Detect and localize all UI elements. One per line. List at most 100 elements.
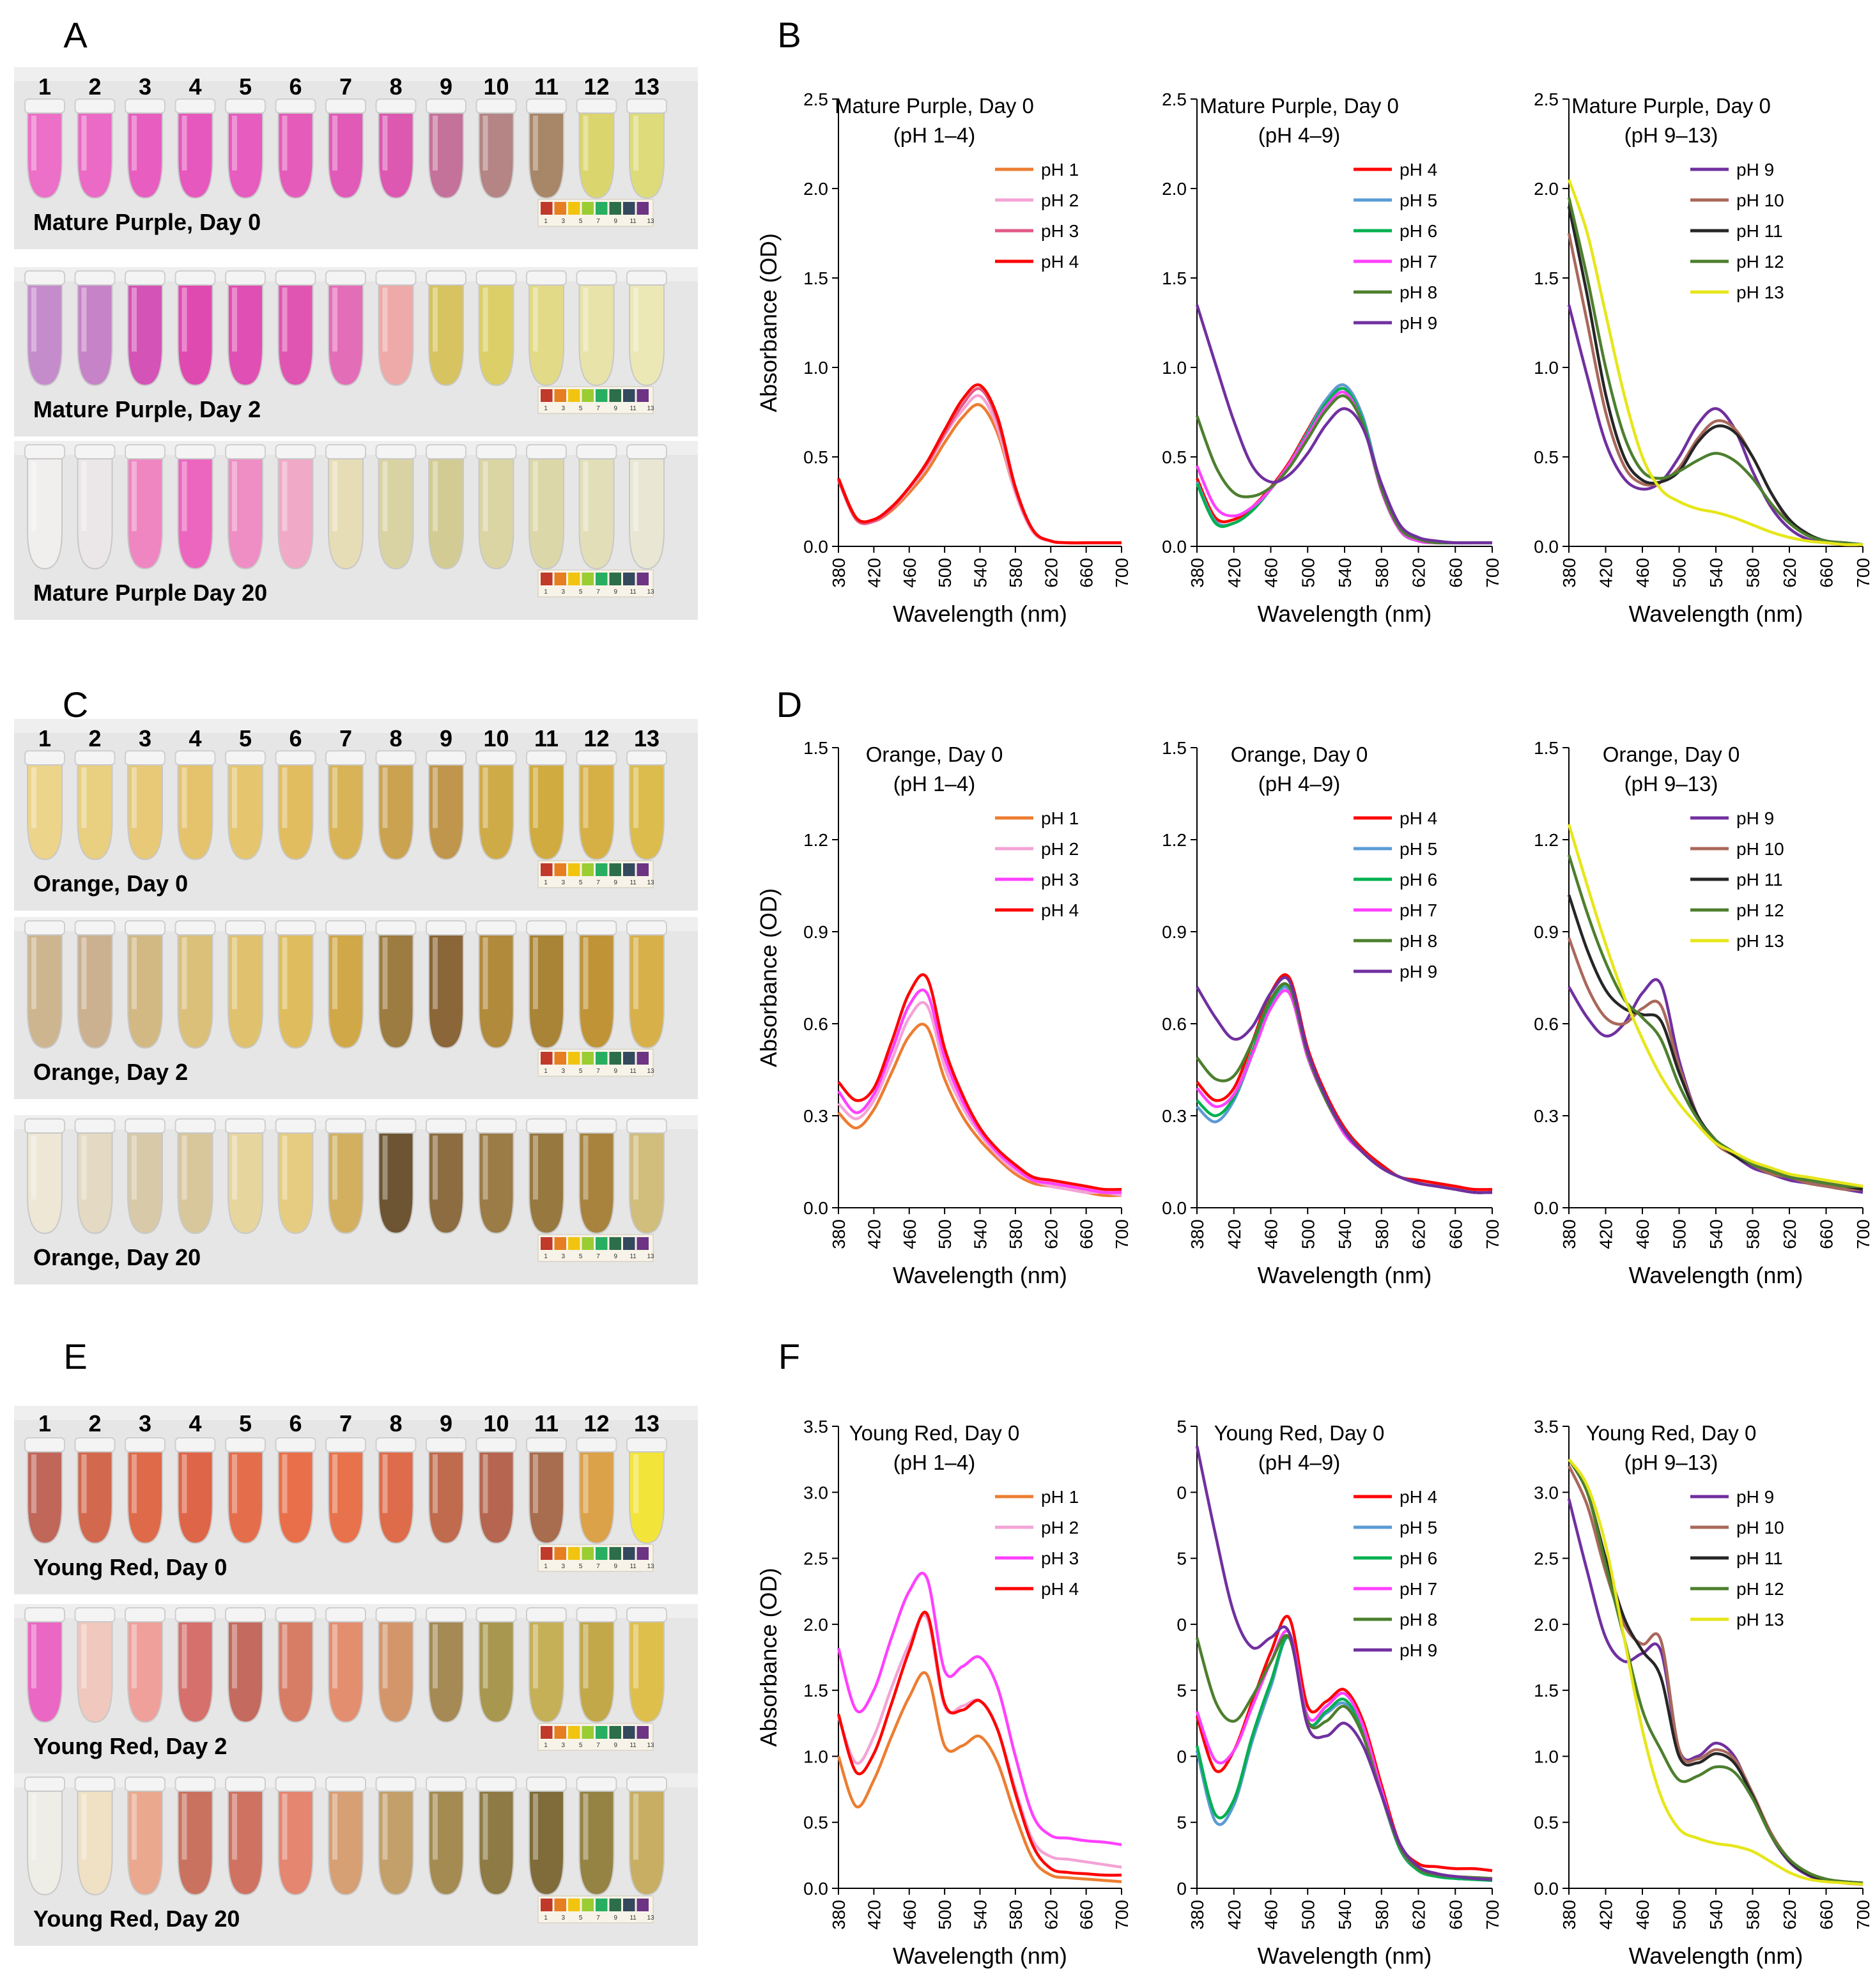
- tube-liquid: [378, 112, 414, 199]
- x-axis-label: Wavelength (nm): [893, 601, 1067, 627]
- tube: [526, 98, 567, 199]
- x-tick-label: 460: [1262, 1900, 1281, 1930]
- x-tick-label: 500: [1298, 1219, 1318, 1249]
- tube-cap: [576, 1118, 617, 1134]
- tube-highlight: [533, 288, 538, 352]
- tube-highlight: [181, 1624, 187, 1689]
- tube-highlight: [583, 288, 589, 352]
- y-tick-label: 1.0: [1534, 358, 1559, 378]
- tube-highlight: [132, 1794, 137, 1860]
- strip-swatch: [609, 1237, 621, 1250]
- y-tick-label: 2.5: [803, 1549, 828, 1569]
- tube-cap: [225, 750, 266, 766]
- tube-liquid: [127, 284, 163, 387]
- photo-row-label: Orange, Day 0: [33, 870, 188, 897]
- tube-highlight: [382, 288, 388, 352]
- strip-swatch: [596, 1237, 608, 1250]
- tube-cap: [24, 1118, 65, 1134]
- tube-highlight: [132, 1454, 137, 1513]
- tube: [174, 1118, 216, 1235]
- legend-label: pH 3: [1041, 221, 1079, 241]
- tube: [576, 1776, 617, 1896]
- strip-label: 7: [596, 405, 600, 412]
- strip-swatch: [541, 1899, 553, 1911]
- series-line-ph-4: [837, 973, 1122, 1191]
- tube-cap: [626, 98, 667, 114]
- strip-swatch: [609, 1547, 621, 1560]
- tube-liquid: [277, 764, 314, 861]
- tube: [375, 1607, 417, 1723]
- tube-highlight: [81, 461, 87, 532]
- strip-swatch: [637, 1726, 649, 1739]
- panel-letter-b: B: [777, 15, 801, 55]
- strip-label: 5: [579, 405, 583, 412]
- tube-liquid: [177, 1451, 213, 1545]
- tube-highlight: [132, 1624, 137, 1689]
- strip-label: 13: [647, 218, 654, 225]
- x-tick-label: 460: [1633, 558, 1653, 588]
- strip-label: 3: [562, 1563, 566, 1570]
- tube-number: 12: [583, 73, 609, 100]
- tube-highlight: [633, 1624, 638, 1689]
- series-line-ph-5: [1195, 1635, 1493, 1882]
- strip-label: 7: [596, 589, 600, 596]
- strip-label: 1: [544, 879, 548, 886]
- tube-highlight: [282, 1624, 288, 1689]
- strip-swatch: [623, 1547, 635, 1560]
- x-tick-label: 500: [1670, 1219, 1690, 1249]
- legend-label: pH 6: [1400, 221, 1437, 241]
- tube-cap: [426, 750, 467, 766]
- strip-swatch: [541, 1237, 553, 1250]
- y-tick-label: 0: [1177, 1746, 1187, 1766]
- tube-highlight: [181, 116, 187, 171]
- x-tick-label: 540: [971, 1900, 991, 1930]
- tube-liquid: [77, 112, 113, 199]
- chart-subtitle: (pH 9–13): [1624, 123, 1718, 147]
- tube-liquid: [428, 1791, 464, 1896]
- series-line-ph-8: [1195, 1634, 1493, 1880]
- tube-highlight: [382, 1454, 388, 1513]
- series-line-ph-6: [1195, 387, 1492, 544]
- tube-liquid: [127, 1132, 163, 1235]
- tube: [475, 1437, 517, 1545]
- chart-subtitle: (pH 1–4): [893, 1451, 975, 1474]
- tube-highlight: [132, 937, 137, 1010]
- tube-cap: [275, 270, 316, 286]
- legend-label: pH 9: [1400, 1640, 1437, 1660]
- tube-liquid: [478, 458, 514, 570]
- tube-number: 7: [339, 725, 352, 751]
- tube-cap: [24, 750, 65, 766]
- tube-liquid: [77, 934, 113, 1049]
- tube: [275, 270, 316, 387]
- strip-label: 13: [647, 1915, 654, 1922]
- tube: [576, 1118, 617, 1235]
- y-tick-label: 2.0: [1162, 179, 1187, 199]
- tube-liquid: [77, 764, 113, 861]
- tube-number: 9: [440, 725, 452, 751]
- tube: [225, 270, 266, 387]
- tube: [174, 98, 216, 199]
- strip-swatch: [554, 863, 566, 876]
- strip-swatch: [596, 202, 608, 215]
- tube-cap: [225, 920, 266, 936]
- chart-f-3: 0.0 0.5 1.0 1.5 2.0 2.5 3.0 3.5 380 420 460 500 540 5…: [1534, 1417, 1873, 1969]
- tube-highlight: [232, 116, 237, 171]
- strip-label: 1: [544, 218, 548, 225]
- tube-number: 5: [239, 725, 252, 751]
- tube-cap: [275, 1437, 316, 1452]
- strip-label: 1: [544, 405, 548, 412]
- tube-cap: [475, 1118, 517, 1134]
- tube-number: 1: [38, 73, 51, 100]
- tube-cap: [426, 270, 467, 286]
- tube-highlight: [332, 1624, 337, 1689]
- series-line-ph-13: [1568, 1458, 1863, 1886]
- tube-cap: [576, 920, 617, 936]
- strip-swatch: [596, 1052, 608, 1065]
- x-tick-label: 620: [1780, 1900, 1800, 1930]
- tube-cap: [475, 98, 517, 114]
- y-tick-label: 2.0: [1534, 179, 1559, 199]
- tube-cap: [576, 1776, 617, 1792]
- tube-highlight: [282, 937, 288, 1010]
- legend: pH 4 pH 5 pH 6 pH 7 pH 8 pH 9: [1354, 160, 1437, 333]
